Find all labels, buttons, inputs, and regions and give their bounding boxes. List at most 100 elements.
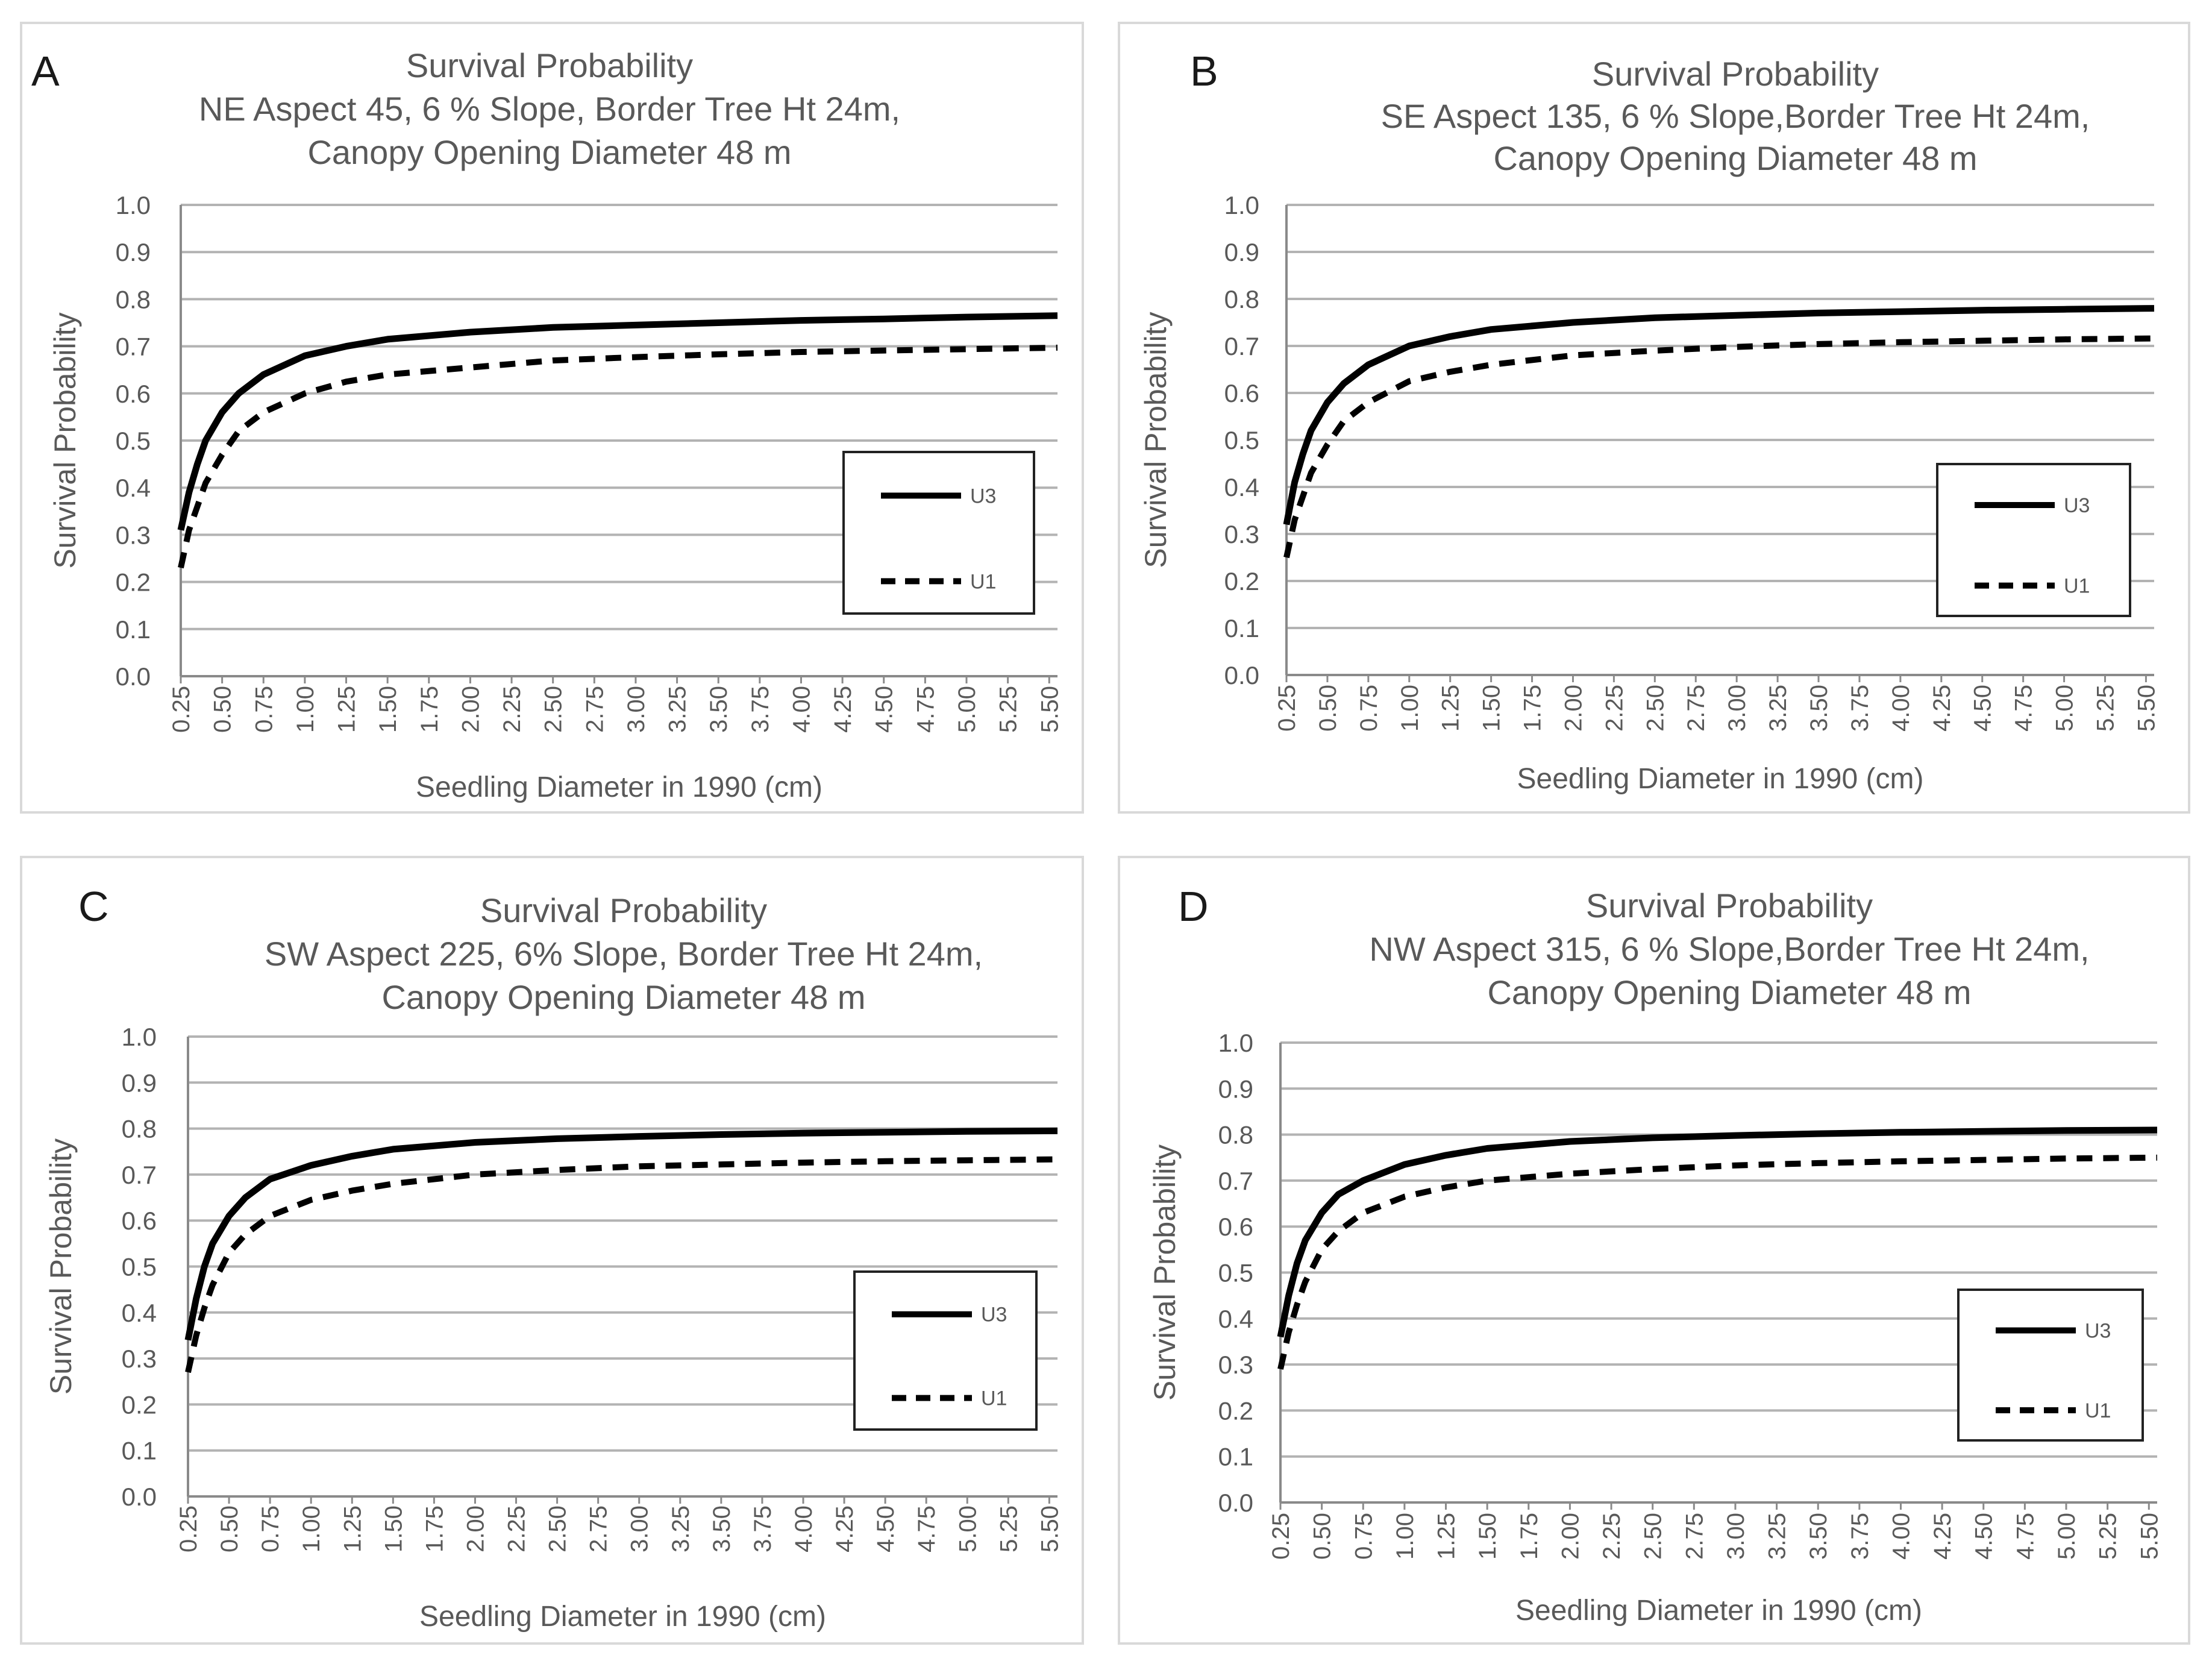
- y-tick-label: 0.6: [1218, 1213, 1253, 1241]
- legend-label-u3: U3: [2064, 494, 2090, 517]
- y-tick-label: 0.3: [1218, 1351, 1253, 1379]
- legend-label-u3: U3: [2085, 1320, 2111, 1343]
- y-tick-label: 0.9: [116, 238, 151, 266]
- x-tick-label: 2.50: [540, 686, 567, 733]
- x-tick-label: 0.50: [1309, 1513, 1336, 1560]
- x-tick-label: 1.75: [1516, 1513, 1543, 1560]
- x-tick-label: 1.50: [375, 686, 401, 733]
- panel-label: A: [31, 48, 60, 95]
- y-tick-label: 0.2: [116, 568, 151, 597]
- y-tick-label: 0.1: [116, 615, 151, 644]
- x-axis-label: Seedling Diameter in 1990 (cm): [419, 1601, 826, 1633]
- x-tick-label: 5.50: [1036, 686, 1063, 733]
- x-tick-label: 0.50: [1315, 685, 1341, 732]
- y-tick-label: 0.1: [122, 1437, 157, 1465]
- x-tick-label: 0.25: [175, 1505, 202, 1552]
- x-tick-label: 1.00: [1392, 1513, 1418, 1560]
- x-tick-label: 4.00: [1888, 1513, 1914, 1560]
- x-tick-label: 2.25: [504, 1505, 530, 1552]
- x-tick-label: 1.25: [334, 686, 360, 733]
- y-tick-label: 0.1: [1224, 614, 1259, 642]
- y-tick-label: 0.3: [122, 1345, 157, 1373]
- x-tick-label: 2.25: [1599, 1513, 1625, 1560]
- x-tick-label: 1.50: [1479, 685, 1505, 732]
- x-axis-label: Seedling Diameter in 1990 (cm): [1515, 1595, 1922, 1627]
- x-tick-label: 2.00: [1560, 685, 1587, 732]
- x-tick-label: 2.75: [1683, 685, 1709, 732]
- x-tick-label: 4.00: [791, 1505, 817, 1552]
- y-tick-label: 0.6: [116, 380, 151, 408]
- y-tick-label: 0.8: [116, 285, 151, 313]
- x-tick-label: 2.50: [1640, 1513, 1667, 1560]
- y-tick-label: 0.3: [116, 521, 151, 549]
- x-tick-label: 0.75: [257, 1505, 284, 1552]
- x-tick-label: 5.00: [2052, 685, 2078, 732]
- chart-title-line: Canopy Opening Diameter 48 m: [1487, 973, 1971, 1011]
- x-axis-label: Seedling Diameter in 1990 (cm): [1517, 763, 1924, 795]
- figure: A Survival Probability NE Aspect 45, 6 % S…: [0, 0, 2212, 1667]
- x-tick-label: 3.25: [1764, 1513, 1791, 1560]
- x-tick-label: 4.75: [2011, 685, 2037, 732]
- x-tick-label: 5.25: [995, 1505, 1022, 1552]
- chart-panel-b: B Survival Probability SE Aspect 135, 6 % …: [1119, 23, 2189, 812]
- chart-panel-c: C Survival ProbabilitySW Aspect 225, 6% S…: [21, 857, 1083, 1643]
- y-tick-label: 0.4: [1218, 1305, 1253, 1333]
- x-tick-label: 0.50: [210, 686, 236, 733]
- x-tick-label: 1.75: [416, 686, 443, 733]
- x-tick-label: 4.25: [1929, 1513, 1956, 1560]
- x-tick-label: 1.50: [1474, 1513, 1501, 1560]
- chart-title-line: Survival Probability: [1586, 887, 1873, 925]
- chart-panel-a: A Survival Probability NE Aspect 45, 6 % S…: [21, 23, 1083, 812]
- x-tick-label: 3.25: [668, 1505, 694, 1552]
- x-tick-label: 1.75: [1520, 685, 1546, 732]
- x-tick-label: 0.25: [1274, 685, 1300, 732]
- y-tick-label: 0.0: [1218, 1489, 1253, 1517]
- y-tick-label: 0.7: [116, 333, 151, 361]
- x-tick-label: 3.00: [627, 1505, 653, 1552]
- y-tick-label: 0.3: [1224, 520, 1259, 548]
- x-tick-label: 3.75: [1847, 685, 1873, 732]
- x-tick-label: 0.75: [1356, 685, 1382, 732]
- x-tick-label: 2.25: [499, 686, 525, 733]
- x-tick-label: 0.75: [1350, 1513, 1377, 1560]
- x-tick-label: 4.50: [1970, 685, 1996, 732]
- x-tick-label: 2.00: [462, 1505, 489, 1552]
- y-tick-label: 1.0: [1218, 1029, 1253, 1057]
- x-tick-label: 3.00: [623, 686, 650, 733]
- chart-title-line: Canopy Opening Diameter 48 m: [381, 978, 865, 1016]
- x-tick-label: 0.25: [1268, 1513, 1294, 1560]
- x-tick-label: 4.50: [873, 1505, 899, 1552]
- y-tick-label: 1.0: [122, 1023, 157, 1051]
- y-tick-label: 0.7: [122, 1161, 157, 1189]
- chart-title-line: NE Aspect 45, 6 % Slope, Border Tree Ht …: [199, 90, 900, 128]
- x-tick-label: 3.50: [709, 1505, 735, 1552]
- x-tick-label: 4.75: [913, 1505, 940, 1552]
- y-tick-label: 0.5: [1224, 426, 1259, 454]
- x-tick-label: 4.50: [871, 686, 898, 733]
- y-tick-label: 0.8: [1224, 285, 1259, 313]
- x-tick-label: 0.75: [251, 686, 277, 733]
- chart-title-line: Survival Probability: [480, 891, 767, 929]
- x-tick-label: 2.25: [1601, 685, 1628, 732]
- x-tick-label: 3.50: [706, 686, 732, 733]
- x-tick-label: 3.50: [1806, 685, 1832, 732]
- x-tick-label: 4.75: [912, 686, 939, 733]
- x-tick-label: 1.75: [421, 1505, 448, 1552]
- x-tick-label: 2.00: [457, 686, 484, 733]
- legend: U3 U1: [844, 452, 1034, 614]
- x-tick-label: 5.00: [954, 1505, 981, 1552]
- x-tick-label: 2.75: [1681, 1513, 1708, 1560]
- legend: U3 U1: [854, 1272, 1036, 1430]
- x-tick-label: 4.50: [1971, 1513, 1997, 1560]
- y-tick-label: 0.2: [1224, 567, 1259, 595]
- chart-title-line: SE Aspect 135, 6 % Slope,Border Tree Ht …: [1381, 97, 2090, 135]
- y-tick-label: 0.0: [116, 662, 151, 691]
- y-axis-label: Survival Probability: [1148, 1144, 1182, 1401]
- panel-label: B: [1190, 48, 1218, 95]
- legend-box: [844, 452, 1034, 614]
- y-tick-label: 0.9: [1218, 1075, 1253, 1103]
- x-tick-label: 5.00: [2054, 1513, 2080, 1560]
- y-tick-label: 0.2: [122, 1390, 157, 1419]
- legend-label-u1: U1: [981, 1387, 1007, 1410]
- y-tick-label: 0.9: [122, 1069, 157, 1097]
